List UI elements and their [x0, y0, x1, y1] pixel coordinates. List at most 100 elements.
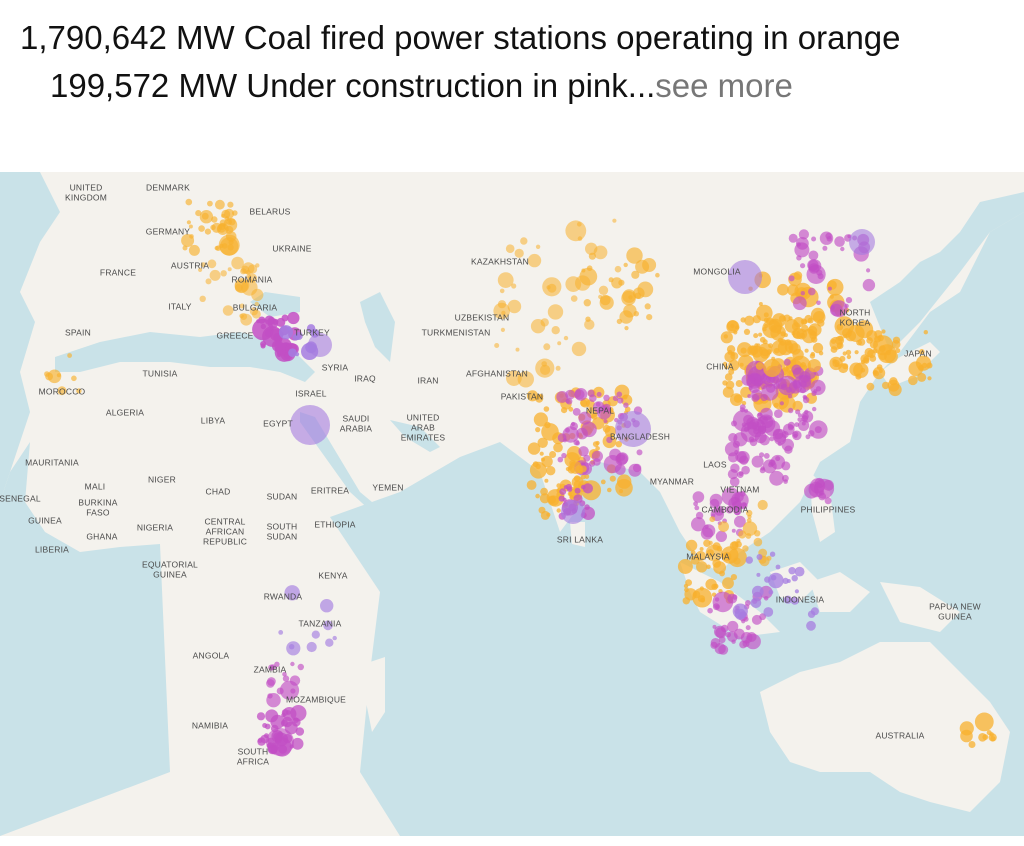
- station-dot: [506, 370, 522, 386]
- station-dot: [543, 343, 551, 351]
- station-dot: [569, 461, 582, 474]
- station-dot: [266, 679, 275, 688]
- station-dot: [76, 388, 82, 394]
- country-label: MALAYSIA: [686, 551, 730, 561]
- station-dot: [655, 272, 660, 278]
- country-label: CENTRAL: [204, 516, 245, 526]
- country-label: SENEGAL: [0, 493, 41, 503]
- station-dot: [556, 508, 561, 513]
- station-dot: [204, 228, 211, 235]
- country-label: ISRAEL: [295, 388, 327, 398]
- country-label: NIGER: [148, 474, 176, 484]
- station-dot: [840, 246, 845, 252]
- power-stations: [44, 198, 997, 757]
- station-dot: [780, 331, 786, 337]
- post-text: 1,790,642 MW Coal fired power stations o…: [20, 14, 1010, 110]
- station-dot: [565, 466, 571, 472]
- country-label: AFRICAN: [206, 526, 245, 536]
- station-dot: [779, 401, 785, 406]
- country-label: ZAMBIA: [254, 664, 287, 674]
- station-dot: [745, 625, 751, 631]
- country-label: NEPAL: [586, 405, 614, 415]
- station-dot: [278, 325, 294, 340]
- country-label: SYRIA: [322, 362, 349, 372]
- station-dot: [741, 374, 753, 386]
- station-dot: [575, 440, 580, 446]
- station-dot: [845, 349, 852, 356]
- station-dot: [573, 475, 581, 482]
- station-dot: [255, 263, 260, 268]
- station-dot: [769, 470, 784, 486]
- country-label: KOREA: [840, 317, 871, 327]
- station-dot: [805, 434, 811, 440]
- station-dot: [548, 495, 559, 506]
- station-dot: [753, 428, 760, 435]
- station-dot: [792, 348, 804, 361]
- country-label: IRAQ: [354, 373, 376, 383]
- station-dot: [692, 491, 705, 503]
- station-dot: [743, 328, 751, 335]
- station-dot: [745, 556, 753, 564]
- station-dot: [577, 222, 582, 227]
- station-dot: [758, 302, 763, 306]
- station-dot: [749, 438, 758, 447]
- station-dot: [734, 608, 747, 620]
- station-dot: [774, 409, 783, 418]
- station-dot: [733, 394, 743, 403]
- station-dot: [794, 589, 800, 594]
- station-dot: [728, 359, 740, 371]
- station-dot: [816, 300, 821, 306]
- station-dot: [802, 413, 809, 420]
- station-dot: [921, 362, 928, 369]
- station-dot: [795, 409, 801, 415]
- station-dot: [759, 613, 766, 621]
- country-label: GERMANY: [146, 226, 191, 236]
- station-dot: [759, 452, 765, 458]
- station-dot-large: [849, 229, 875, 255]
- station-dot: [818, 351, 824, 356]
- station-dot: [582, 483, 594, 494]
- station-dot: [596, 391, 602, 397]
- station-dot: [535, 358, 555, 378]
- station-dot: [769, 436, 775, 442]
- station-dot: [584, 319, 595, 330]
- station-dot: [537, 437, 548, 448]
- station-dot: [866, 382, 875, 391]
- country-label: ANGOLA: [193, 650, 230, 660]
- station-dot: [568, 406, 574, 412]
- station-dot: [978, 733, 987, 742]
- station-dot: [499, 288, 505, 294]
- station-dot: [538, 393, 544, 399]
- station-dot: [763, 607, 774, 617]
- station-dot: [960, 729, 973, 743]
- station-dot: [260, 323, 266, 330]
- station-dot: [862, 278, 876, 292]
- station-dot: [589, 394, 597, 402]
- station-dot: [67, 353, 72, 358]
- station-dot: [693, 501, 698, 507]
- station-dot: [712, 559, 721, 568]
- station-dot: [796, 237, 809, 250]
- station-dot: [580, 474, 586, 480]
- country-label: ARABIA: [340, 423, 373, 433]
- station-dot: [199, 295, 206, 302]
- station-dot: [612, 395, 619, 402]
- station-dot: [876, 364, 883, 370]
- station-dot: [908, 375, 918, 386]
- station-dot: [274, 661, 280, 667]
- country-label: YEMEN: [372, 482, 403, 492]
- station-dot: [800, 291, 805, 296]
- station-dot: [622, 394, 628, 400]
- station-dot: [770, 454, 786, 470]
- country-label: BANGLADESH: [610, 431, 670, 441]
- see-more-link[interactable]: see more: [655, 67, 793, 104]
- station-dot: [562, 426, 579, 443]
- station-dot: [593, 458, 601, 466]
- station-dot: [281, 314, 289, 322]
- station-dot: [544, 478, 549, 483]
- station-dot: [218, 234, 240, 256]
- station-dot: [578, 411, 592, 425]
- station-dot: [892, 336, 901, 344]
- station-dot: [867, 349, 876, 359]
- station-dot: [533, 412, 549, 427]
